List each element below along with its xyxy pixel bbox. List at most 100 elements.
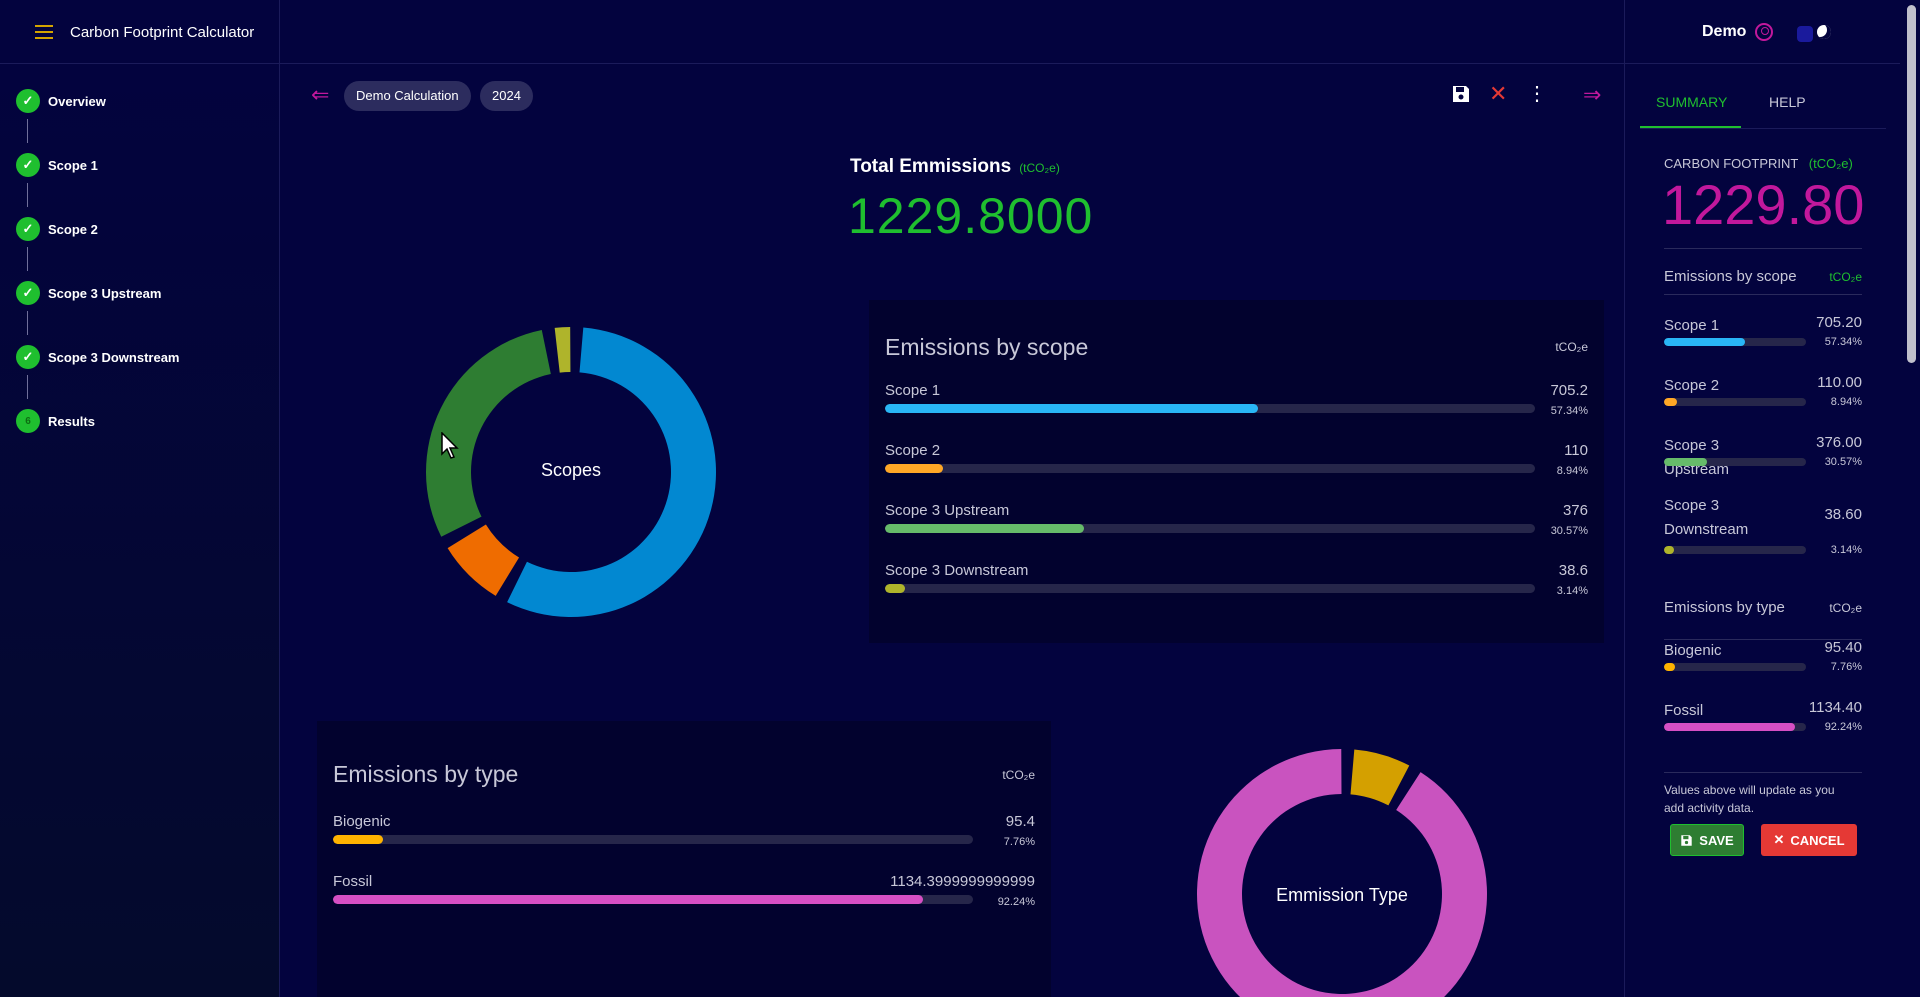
type-donut-label: Emmission Type (1276, 885, 1408, 905)
tabs-divider (1640, 128, 1886, 129)
check-icon: ✓ (16, 217, 40, 241)
calculation-chip[interactable]: Demo Calculation (344, 81, 471, 111)
type-summary-header: Emissions by type tCO₂e (1664, 599, 1862, 619)
row-percent: 7.76% (1003, 836, 1035, 848)
step-connector (27, 119, 28, 143)
toggle-track (1797, 26, 1814, 42)
row-name: Fossil (1664, 702, 1704, 719)
row-name: Biogenic (1664, 642, 1722, 659)
step-scope-3-upstream[interactable]: ✓ Scope 3 Upstream (16, 281, 161, 305)
cancel-label: CANCEL (1790, 832, 1845, 848)
row-percent: 3.14% (1556, 585, 1588, 597)
row-value: 376 (1562, 502, 1588, 519)
user-name[interactable]: Demo (1702, 23, 1747, 40)
scope-donut-segments[interactable] (426, 327, 716, 617)
row-value: 705.20 (1816, 314, 1862, 331)
user-circle-icon[interactable] (1755, 23, 1774, 41)
save-icon[interactable] (1451, 84, 1471, 110)
cancel-button[interactable]: ✕ CANCEL (1761, 824, 1857, 856)
step-scope-2[interactable]: ✓ Scope 2 (16, 217, 98, 241)
row-percent: 8.94% (1830, 396, 1862, 408)
step-connector (27, 375, 28, 399)
save-label: SAVE (1699, 832, 1734, 848)
scope-summary-title: Emissions by scope (1664, 268, 1797, 285)
donut-segment-scope-3-upstream[interactable] (426, 329, 551, 537)
progress-track (885, 524, 1535, 533)
app-header: Carbon Footprint Calculator (0, 0, 280, 64)
scopes-donut-chart[interactable] (421, 322, 721, 622)
progress-fill (1664, 723, 1795, 731)
progress-fill (1664, 546, 1674, 554)
hamburger-icon[interactable] (22, 10, 66, 54)
row-value: 95.40 (1824, 639, 1862, 656)
progress-fill (333, 895, 924, 904)
type-donut-segments[interactable] (1197, 749, 1487, 997)
card-title: Emissions by scope (885, 334, 1089, 360)
row-name: Biogenic (333, 813, 391, 830)
progress-fill (1664, 458, 1708, 466)
arrow-left-icon[interactable]: ⇐ (311, 82, 330, 107)
row-name: Scope 2 (1664, 377, 1720, 394)
row-name: Scope 2 (885, 442, 941, 459)
year-chip[interactable]: 2024 (480, 81, 533, 111)
scopes-donut-label: Scopes (540, 460, 602, 480)
card-title: Emissions by type (333, 761, 519, 787)
theme-toggle[interactable] (1797, 22, 1835, 42)
progress-fill (885, 524, 1084, 533)
progress-fill (885, 584, 906, 593)
row-name: Scope 3 Upstream (885, 502, 1010, 519)
row-percent: 57.34% (1824, 336, 1862, 348)
progress-track (1664, 458, 1806, 466)
step-results[interactable]: 6 Results (16, 409, 95, 433)
row-percent: 7.76% (1830, 661, 1862, 673)
tab-help[interactable]: HELP (1769, 94, 1806, 110)
save-button[interactable]: SAVE (1670, 824, 1744, 856)
card-unit: tCO₂e (1002, 768, 1035, 782)
scope-summary-header: Emissions by scope tCO₂e (1664, 268, 1862, 288)
row-value: 376.00 (1816, 434, 1862, 451)
progress-fill (333, 835, 383, 844)
donut-segment-biogenic[interactable] (1350, 749, 1410, 806)
progress-track (1664, 546, 1806, 554)
divider (1664, 639, 1862, 640)
more-vert-icon[interactable]: ⋮ (1527, 83, 1547, 105)
type-donut-chart[interactable] (1192, 744, 1492, 997)
step-scope-1[interactable]: ✓ Scope 1 (16, 153, 98, 177)
arrow-right-icon[interactable]: ⇒ (1583, 82, 1602, 107)
donut-segment-scope-1[interactable] (507, 327, 716, 617)
step-label: Scope 3 Downstream (48, 349, 180, 365)
main-content: ⇐ Demo Calculation 2024 ✕ ⋮ ⇒ Total Emmi… (281, 64, 1623, 997)
row-value: 95.4 (1005, 813, 1035, 830)
donut-segment-scope-2[interactable] (447, 524, 520, 596)
app-title: Carbon Footprint Calculator (70, 23, 255, 41)
check-icon: ✓ (16, 153, 40, 177)
step-connector (27, 311, 28, 335)
step-number: 6 (16, 409, 40, 433)
mouse-cursor-icon (441, 432, 459, 459)
progress-track (1664, 723, 1806, 731)
total-title-text: Total Emmissions (850, 156, 1012, 177)
tab-summary[interactable]: SUMMARY (1656, 94, 1728, 110)
close-icon[interactable]: ✕ (1489, 81, 1508, 106)
step-scope-3-downstream[interactable]: ✓ Scope 3 Downstream (16, 345, 180, 369)
footprint-value: 1229.80 (1662, 173, 1865, 236)
progress-fill (1664, 398, 1677, 406)
step-overview[interactable]: ✓ Overview (16, 89, 106, 113)
summary-row: Fossil 1134.40 92.24% (1664, 699, 1862, 753)
summary-row: Biogenic 95.40 7.76% (1664, 639, 1862, 693)
divider (1664, 772, 1862, 773)
scrollbar[interactable] (1903, 0, 1920, 997)
scrollbar-thumb[interactable] (1907, 5, 1916, 363)
check-icon: ✓ (16, 89, 40, 113)
row-percent: 3.14% (1830, 544, 1862, 556)
donut-segment-scope-3-downstream[interactable] (554, 327, 571, 373)
step-label: Scope 3 Upstream (48, 285, 162, 301)
progress-fill (1664, 663, 1676, 671)
check-icon: ✓ (16, 345, 40, 369)
row-value: 38.6 (1558, 562, 1588, 579)
row-percent: 57.34% (1550, 405, 1588, 417)
progress-track (885, 464, 1535, 473)
row-percent: 92.24% (1824, 721, 1862, 733)
donut-segment-fossil[interactable] (1197, 749, 1487, 997)
divider (1664, 248, 1862, 249)
